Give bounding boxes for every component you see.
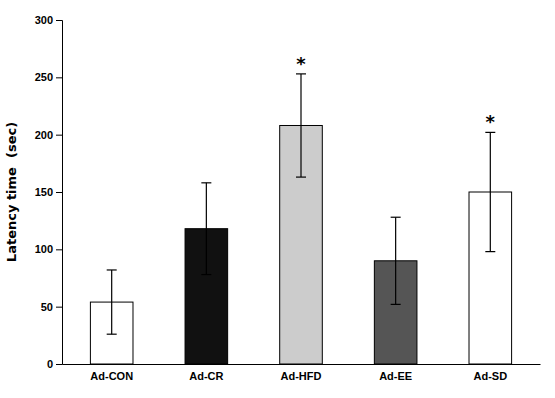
- y-tick-mark: [56, 307, 62, 308]
- y-tick: 250: [35, 71, 62, 83]
- x-tick: Ad-HFD: [281, 370, 322, 382]
- x-tick-label: Ad-SD: [474, 370, 508, 382]
- error-bar: [485, 132, 495, 251]
- error-bar-line: [201, 182, 211, 183]
- y-tick-mark: [56, 249, 62, 250]
- y-tick-label: 100: [35, 243, 53, 255]
- y-tick: 50: [41, 301, 62, 313]
- error-bar-line: [485, 251, 495, 252]
- error-bar-line: [391, 304, 401, 305]
- error-bar-line: [111, 270, 112, 334]
- x-tick: Ad-SD: [474, 370, 508, 382]
- x-tick: Ad-CON: [90, 370, 133, 382]
- error-bar-line: [201, 274, 211, 275]
- y-tick: 300: [35, 14, 62, 26]
- x-tick-label: Ad-CR: [189, 370, 223, 382]
- x-tick-label: Ad-EE: [379, 370, 412, 382]
- marks: [90, 74, 511, 364]
- x-tick-label: Ad-HFD: [281, 370, 322, 382]
- annotation: *: [486, 111, 496, 132]
- y-tick-label: 150: [35, 186, 53, 198]
- error-bar: [391, 217, 401, 304]
- error-bar-line: [300, 74, 301, 177]
- y-tick-mark: [56, 20, 62, 21]
- y-tick-mark: [56, 192, 62, 193]
- x-tick: Ad-CR: [189, 370, 223, 382]
- error-bar-line: [107, 334, 117, 335]
- y-tick: 150: [35, 186, 62, 198]
- y-tick-mark: [56, 135, 62, 136]
- y-tick-label: 50: [41, 301, 53, 313]
- error-bar-line: [391, 217, 401, 218]
- plot: 0 50 100 150 200 250 300 Ad-CON Ad-CR Ad-HFD Ad-EE…: [35, 14, 541, 382]
- annotation: *: [296, 53, 306, 74]
- y-tick-mark: [56, 77, 62, 78]
- x-tick-label: Ad-CON: [90, 370, 133, 382]
- y-tick-label: 250: [35, 71, 53, 83]
- y-tick-label: 0: [47, 358, 53, 370]
- y-tick-label: 200: [35, 129, 53, 141]
- y-tick: 0: [47, 358, 62, 370]
- error-bar: [201, 183, 211, 275]
- error-bar-line: [107, 269, 117, 270]
- chart: 0 50 100 150 200 250 300 Ad-CON Ad-CR Ad-HFD Ad-EE…: [0, 0, 555, 398]
- x-axis: Ad-CON Ad-CR Ad-HFD Ad-EE Ad-SD: [63, 365, 541, 382]
- error-bar: [107, 270, 117, 334]
- y-tick-label: 300: [35, 14, 53, 26]
- y-axis-title: Latency time (sec): [4, 122, 19, 262]
- y-axis: 0 50 100 150 200 250 300: [35, 14, 63, 370]
- y-tick: 200: [35, 129, 62, 141]
- error-bar-line: [395, 217, 396, 304]
- x-axis-line: [63, 364, 541, 365]
- error-bar: [296, 74, 306, 177]
- y-tick: 100: [35, 243, 62, 255]
- y-axis-line: [56, 21, 63, 365]
- error-bar-line: [206, 183, 207, 275]
- error-bar-line: [490, 132, 491, 251]
- error-bar-line: [296, 176, 306, 177]
- x-tick: Ad-EE: [379, 370, 412, 382]
- y-tick-mark: [56, 364, 62, 365]
